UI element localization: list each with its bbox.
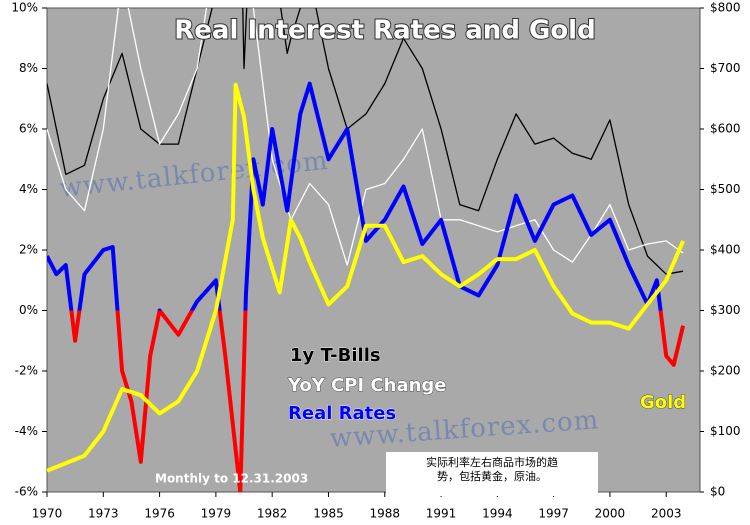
legend-label: Gold bbox=[640, 392, 686, 413]
y-tick-label: 6% bbox=[19, 122, 38, 136]
x-tick-label: 1982 bbox=[257, 507, 288, 521]
chart-title: Real Interest Rates and Gold bbox=[174, 16, 595, 46]
y2-tick-label: $0 bbox=[710, 485, 725, 499]
y2-tick-label: $800 bbox=[710, 1, 741, 15]
legend-label: YoY CPI Change bbox=[287, 375, 447, 396]
y-tick-label: 10% bbox=[11, 1, 38, 15]
x-tick-label: 1985 bbox=[313, 507, 344, 521]
x-tick-label: 2003 bbox=[651, 507, 682, 521]
series-group bbox=[47, 8, 686, 492]
x-tick-label: 1988 bbox=[369, 507, 400, 521]
chinese-note: 实际利率左右商品市场的趋势，包括黄金，原油。 bbox=[386, 452, 598, 496]
series-line bbox=[47, 81, 686, 492]
y2-tick-label: $500 bbox=[710, 182, 741, 196]
legend-label: Real Rates bbox=[288, 403, 396, 424]
y-tick-label: -2% bbox=[15, 364, 38, 378]
y2-tick-label: $700 bbox=[710, 61, 741, 75]
x-tick-label: 1979 bbox=[201, 507, 232, 521]
x-tick-label: 1994 bbox=[482, 507, 513, 521]
x-tick-label: 1970 bbox=[32, 507, 63, 521]
annotation: Monthly to 12.31.2003 bbox=[155, 472, 308, 486]
y-tick-label: -6% bbox=[15, 485, 38, 499]
legend-label: 1y T-Bills bbox=[290, 345, 381, 366]
y2-tick-label: $200 bbox=[710, 364, 741, 378]
y-tick-label: -4% bbox=[15, 424, 38, 438]
x-tick-label: 1997 bbox=[538, 507, 569, 521]
x-tick-label: 2000 bbox=[595, 507, 626, 521]
x-tick-label: 1973 bbox=[88, 507, 119, 521]
y2-tick-label: $400 bbox=[710, 243, 741, 257]
y-tick-label: 4% bbox=[19, 182, 38, 196]
y-tick-label: 2% bbox=[19, 243, 38, 257]
series-line bbox=[47, 82, 685, 473]
y2-tick-label: $300 bbox=[710, 303, 741, 317]
x-tick-label: 1976 bbox=[144, 507, 175, 521]
series-line bbox=[47, 8, 684, 266]
x-tick-label: 1991 bbox=[426, 507, 457, 521]
y2-tick-label: $100 bbox=[710, 424, 741, 438]
y-tick-label: 8% bbox=[19, 61, 38, 75]
y2-tick-label: $600 bbox=[710, 122, 741, 136]
y-tick-label: 0% bbox=[19, 303, 38, 317]
